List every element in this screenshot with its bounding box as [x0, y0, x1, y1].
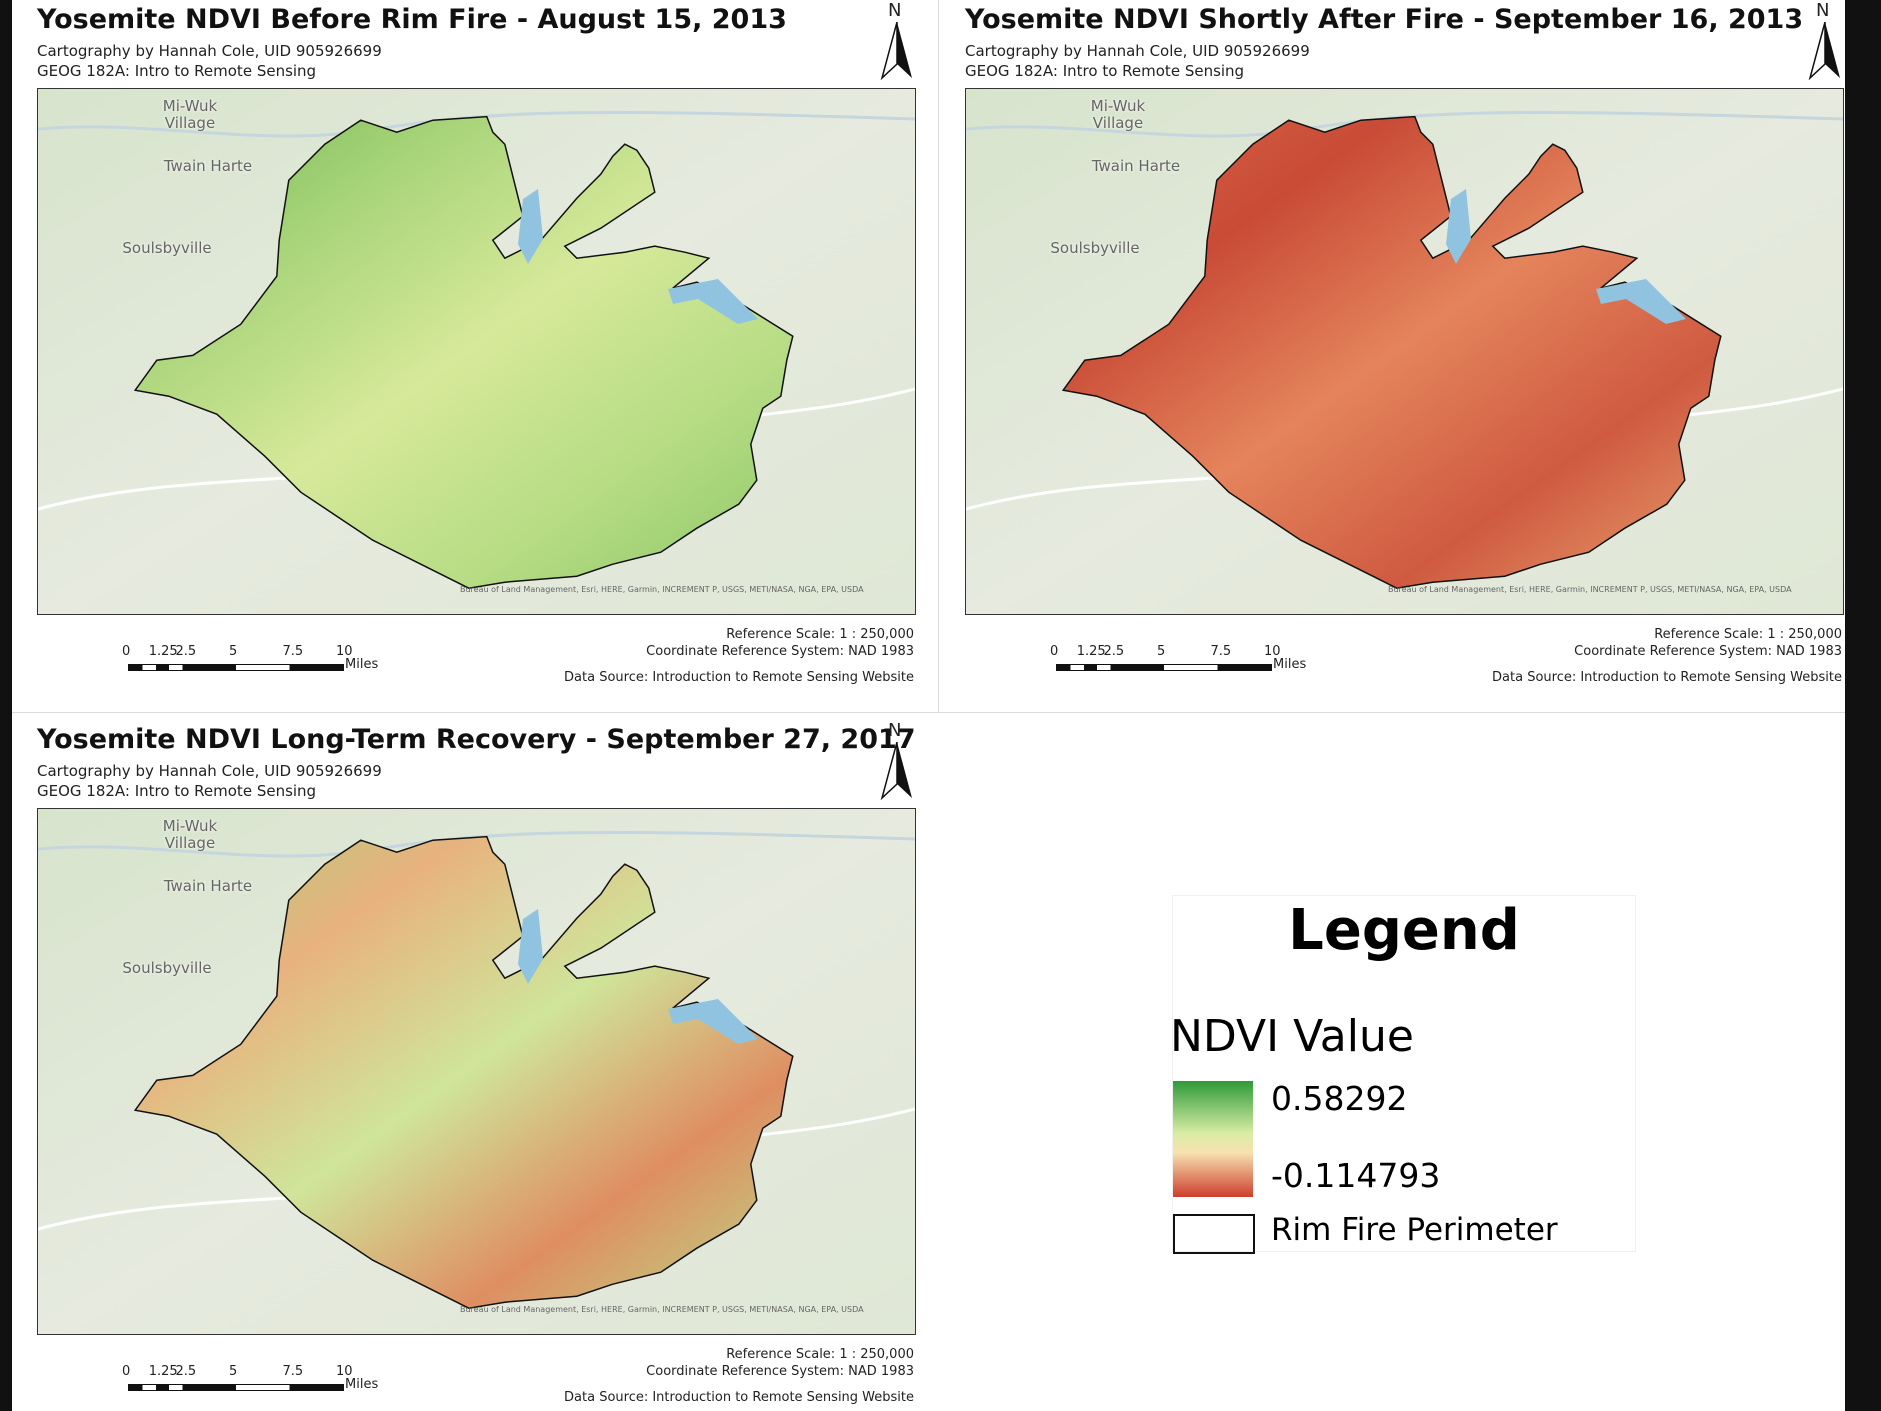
map-credit: Cartography by Hannah Cole, UID 90592669… [965, 42, 1310, 60]
scale-tick-label: 5 [1157, 644, 1166, 659]
map-credit: Cartography by Hannah Cole, UID 90592669… [37, 762, 382, 780]
lake [1596, 279, 1686, 324]
scale-tick-label: 10 [1264, 644, 1281, 659]
scale-tick-label: 0 [122, 1364, 131, 1379]
legend-min: -0.114793 [1271, 1156, 1441, 1195]
fire-perimeter [1061, 115, 1722, 589]
lake [1446, 189, 1471, 264]
perimeter-swatch [1173, 1214, 1255, 1254]
attribution: Bureau of Land Management, Esri, HERE, G… [460, 585, 864, 594]
scale-tick-label: 7.5 [282, 644, 304, 659]
scale-bar [128, 1384, 344, 1391]
north-label: N [1816, 0, 1830, 21]
north-arrow [880, 742, 912, 800]
map-title: Yosemite NDVI Shortly After Fire - Septe… [965, 4, 1804, 35]
scale-tick-label: 7.5 [1210, 644, 1232, 659]
place-label: Soulsbyville [1050, 239, 1140, 257]
attribution: Bureau of Land Management, Esri, HERE, G… [460, 1305, 864, 1314]
scale-tick-label: 2.5 [175, 1364, 197, 1379]
arrow [897, 742, 912, 798]
place-label: Mi-Wuk Village [1090, 97, 1146, 132]
river [38, 830, 915, 858]
arrow [880, 742, 898, 800]
reference-scale: Reference Scale: 1 : 250,000 [1654, 627, 1842, 642]
scale-tick-label: 5 [229, 1364, 238, 1379]
scale-tick-label: 7.5 [282, 1364, 304, 1379]
legend-perimeter: Rim Fire Perimeter [1271, 1212, 1558, 1248]
place-label: Twain Harte [1091, 157, 1181, 175]
fire-perimeter [133, 835, 794, 1309]
left-edge [0, 0, 12, 1411]
scale-unit: Miles [345, 1377, 379, 1392]
north-arrow [880, 22, 912, 80]
reference-scale: Reference Scale: 1 : 250,000 [726, 627, 914, 642]
scale-unit: Miles [1273, 657, 1307, 672]
map-title: Yosemite NDVI Before Rim Fire - August 1… [37, 4, 787, 35]
divider [12, 712, 1845, 713]
place-label: Mi-Wuk Village [162, 817, 218, 852]
scale-bar [1056, 664, 1272, 671]
data-source: Data Source: Introduction to Remote Sens… [564, 670, 914, 685]
ndvi-ramp [1173, 1081, 1253, 1197]
crs: Coordinate Reference System: NAD 1983 [646, 644, 914, 659]
scale-tick-label: 0 [1050, 644, 1059, 659]
fire-perimeter [133, 115, 794, 589]
scale-tick-label: 5 [229, 644, 238, 659]
scale-bar [128, 664, 344, 671]
attribution: Bureau of Land Management, Esri, HERE, G… [1388, 585, 1792, 594]
crs: Coordinate Reference System: NAD 1983 [646, 1364, 914, 1379]
right-edge [1845, 0, 1881, 1411]
north-arrow [1808, 22, 1840, 80]
scale-tick-label: 0 [122, 644, 131, 659]
map-course: GEOG 182A: Intro to Remote Sensing [37, 782, 317, 800]
lake [668, 999, 758, 1044]
scale-tick-label: 1.25 [148, 644, 178, 659]
place-label: Twain Harte [163, 877, 253, 895]
lake [518, 909, 543, 984]
map-course: GEOG 182A: Intro to Remote Sensing [37, 62, 317, 80]
divider [938, 0, 939, 712]
scale-tick-label: 1.25 [1076, 644, 1106, 659]
lake [518, 189, 543, 264]
north-label: N [888, 0, 902, 21]
lake [668, 279, 758, 324]
place-label: Twain Harte [163, 157, 253, 175]
map-frame [965, 88, 1844, 615]
map-frame [37, 88, 916, 615]
scale-tick-label: 2.5 [1103, 644, 1125, 659]
legend: Legend NDVI Value 0.58292 -0.114793 Rim … [1170, 895, 1636, 1254]
scale-unit: Miles [345, 657, 379, 672]
legend-title: Legend [1288, 898, 1520, 963]
place-label: Soulsbyville [122, 959, 212, 977]
reference-scale: Reference Scale: 1 : 250,000 [726, 1347, 914, 1362]
place-label: Mi-Wuk Village [162, 97, 218, 132]
crs: Coordinate Reference System: NAD 1983 [1574, 644, 1842, 659]
scale-tick-label: 10 [336, 644, 353, 659]
north-label: N [888, 720, 902, 741]
arrow [880, 22, 898, 80]
arrow [1825, 22, 1840, 78]
scale-tick-label: 1.25 [148, 1364, 178, 1379]
river [38, 110, 915, 138]
legend-subtitle: NDVI Value [1170, 1011, 1414, 1062]
map-credit: Cartography by Hannah Cole, UID 90592669… [37, 42, 382, 60]
map-title: Yosemite NDVI Long-Term Recovery - Septe… [37, 724, 916, 755]
map-course: GEOG 182A: Intro to Remote Sensing [965, 62, 1245, 80]
arrow [897, 22, 912, 78]
river [966, 110, 1843, 138]
arrow [1808, 22, 1826, 80]
scale-tick-label: 2.5 [175, 644, 197, 659]
data-source: Data Source: Introduction to Remote Sens… [1492, 670, 1842, 685]
scale-tick-label: 10 [336, 1364, 353, 1379]
place-label: Soulsbyville [122, 239, 212, 257]
map-frame [37, 808, 916, 1335]
data-source: Data Source: Introduction to Remote Sens… [564, 1390, 914, 1405]
legend-max: 0.58292 [1271, 1079, 1408, 1118]
